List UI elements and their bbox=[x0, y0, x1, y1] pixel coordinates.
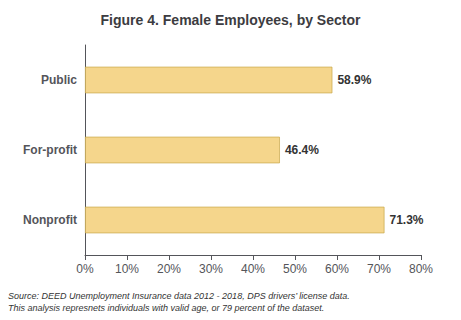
svg-text:Public: Public bbox=[41, 73, 77, 87]
svg-text:60%: 60% bbox=[325, 262, 349, 276]
svg-text:40%: 40% bbox=[241, 262, 265, 276]
svg-text:This analysis represnets indiv: This analysis represnets individuals wit… bbox=[8, 303, 324, 313]
svg-text:Source: DEED Unemployment Insu: Source: DEED Unemployment Insurance data… bbox=[8, 291, 350, 301]
svg-text:58.9%: 58.9% bbox=[337, 73, 371, 87]
svg-text:10%: 10% bbox=[115, 262, 139, 276]
svg-text:Figure 4. Female Employees, by: Figure 4. Female Employees, by Sector bbox=[101, 12, 361, 28]
svg-text:Nonprofit: Nonprofit bbox=[23, 213, 77, 227]
svg-text:80%: 80% bbox=[409, 262, 433, 276]
svg-text:For-profit: For-profit bbox=[23, 143, 77, 157]
svg-text:30%: 30% bbox=[199, 262, 223, 276]
svg-text:46.4%: 46.4% bbox=[285, 143, 319, 157]
svg-text:0%: 0% bbox=[76, 262, 94, 276]
svg-text:20%: 20% bbox=[157, 262, 181, 276]
svg-text:70%: 70% bbox=[367, 262, 391, 276]
svg-text:50%: 50% bbox=[283, 262, 307, 276]
svg-text:71.3%: 71.3% bbox=[389, 213, 423, 227]
